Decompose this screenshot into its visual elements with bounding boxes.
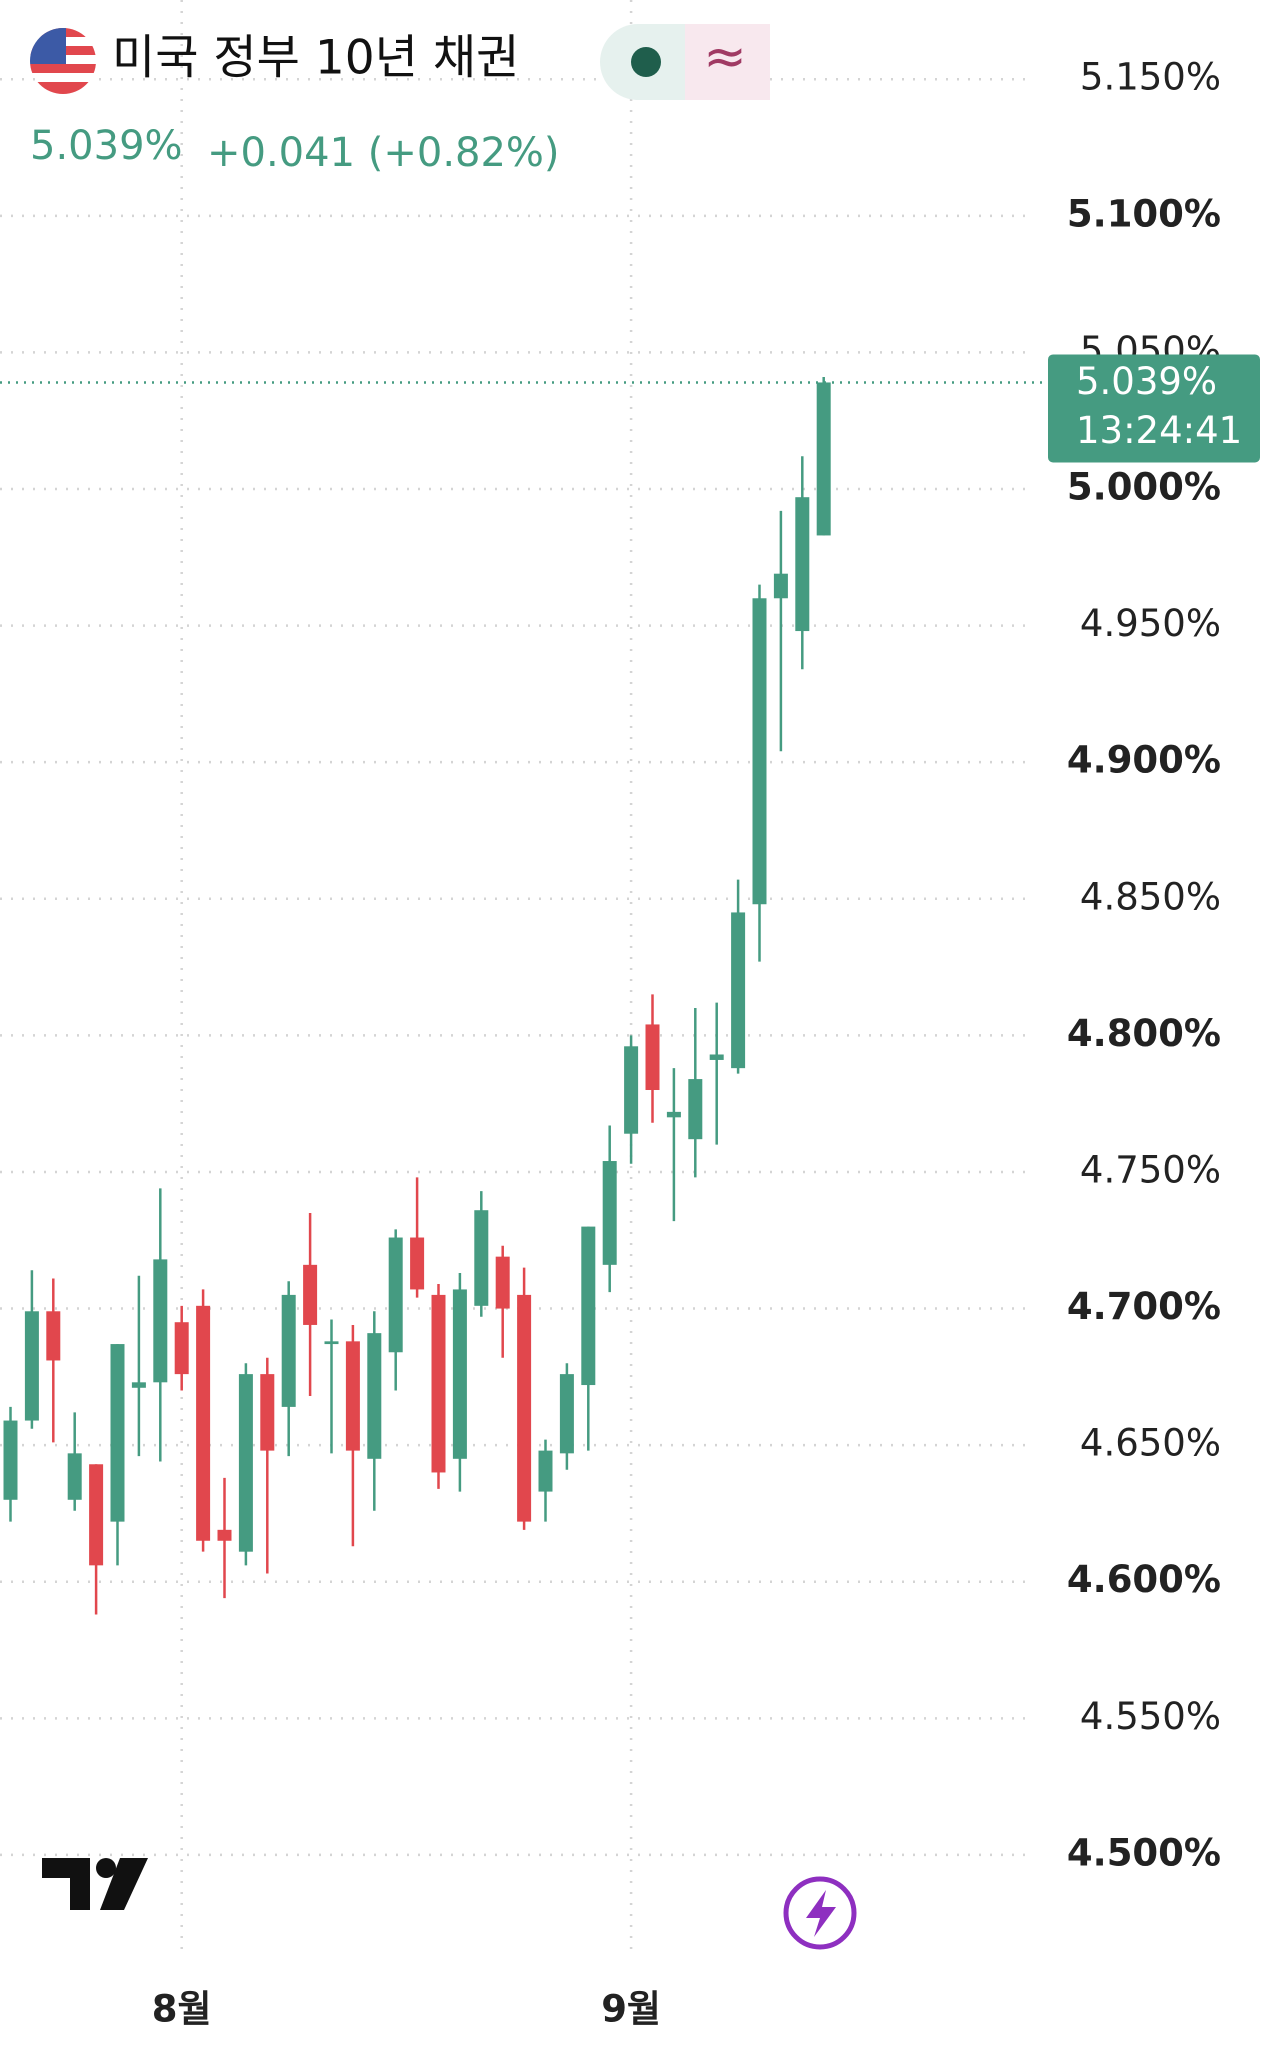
flag-icon	[30, 28, 96, 94]
candle-body	[816, 382, 831, 536]
candle-body	[260, 1374, 275, 1451]
candle-body	[731, 912, 746, 1069]
candle-body	[452, 1289, 467, 1459]
y-tick-label: 4.650%	[1080, 1422, 1221, 1465]
grid	[0, 0, 1030, 1956]
y-tick-label: 5.000%	[1067, 466, 1221, 509]
y-tick-label: 4.600%	[1067, 1558, 1221, 1601]
candle-body	[474, 1210, 489, 1306]
approx-icon: ≈	[703, 27, 747, 87]
last-price-label: 5.039%	[1076, 360, 1217, 403]
x-tick-label: 8월	[152, 1988, 212, 2031]
candle-body	[153, 1259, 168, 1383]
y-tick-label: 4.750%	[1080, 1148, 1221, 1191]
candle-body	[495, 1256, 510, 1309]
candle-body	[238, 1374, 253, 1552]
candle-body	[538, 1450, 553, 1492]
candle-body	[581, 1226, 596, 1386]
y-tick-label: 4.550%	[1080, 1695, 1221, 1738]
candle-body	[46, 1311, 61, 1361]
candle-body	[752, 598, 767, 905]
y-tick-label: 4.950%	[1080, 602, 1221, 645]
header: 미국 정부 10년 채권 ≈ 5.039% +0.041 (+0.82%)	[30, 24, 770, 176]
candle-body	[3, 1420, 18, 1500]
candle-body	[281, 1294, 296, 1407]
candle-body	[24, 1311, 39, 1421]
x-tick-label: 9월	[601, 1988, 661, 2031]
y-tick-label: 4.900%	[1067, 739, 1221, 782]
candle-body	[367, 1333, 382, 1459]
y-tick-label: 5.150%	[1080, 56, 1221, 99]
y-tick-label: 4.850%	[1080, 875, 1221, 918]
candle-body	[666, 1111, 681, 1118]
candle-body	[602, 1161, 617, 1265]
candle-body	[624, 1046, 639, 1134]
y-tick-label: 5.100%	[1067, 192, 1221, 235]
candle-body	[89, 1464, 104, 1566]
candle-body	[217, 1529, 232, 1541]
y-tick-label: 4.800%	[1067, 1012, 1221, 1055]
candle-body	[410, 1237, 425, 1290]
candles	[0, 376, 1048, 1615]
title: 미국 정부 10년 채권	[112, 31, 519, 86]
candle-body	[773, 573, 788, 599]
status-badge-cap	[685, 24, 770, 100]
candle-body	[196, 1305, 211, 1541]
market-dot	[631, 47, 661, 77]
countdown: 13:24:41	[1076, 409, 1242, 452]
candle-body	[795, 497, 810, 632]
y-tick-label: 4.500%	[1067, 1831, 1221, 1874]
candle-body	[345, 1341, 360, 1451]
candle-body	[131, 1382, 146, 1388]
change: +0.041 (+0.82%)	[207, 130, 560, 176]
candle-body	[688, 1079, 703, 1140]
candle-body	[645, 1024, 660, 1091]
candle-body	[517, 1294, 532, 1522]
candle-body	[303, 1264, 318, 1325]
y-tick-label: 4.700%	[1067, 1285, 1221, 1328]
candle-body	[110, 1344, 125, 1522]
lightning-icon[interactable]	[783, 1876, 857, 1950]
last-price-tag	[1048, 354, 1260, 463]
candle-body	[174, 1322, 189, 1375]
candle-body	[431, 1294, 446, 1473]
candle-body	[388, 1237, 403, 1353]
axis: 5.150%5.100%5.050%5.000%4.950%4.900%4.85…	[152, 56, 1260, 2031]
candle-body	[67, 1453, 82, 1500]
candle-body	[559, 1374, 574, 1454]
candle-body	[324, 1341, 339, 1345]
candle-body	[709, 1054, 724, 1060]
tradingview-logo	[42, 1858, 148, 1910]
price: 5.039%	[30, 123, 183, 169]
